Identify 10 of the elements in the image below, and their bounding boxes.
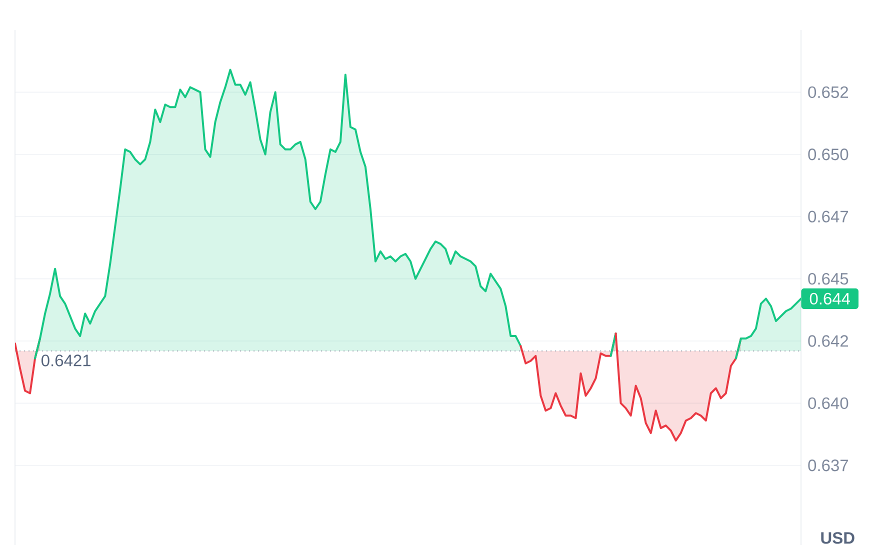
y-axis-title: USD <box>821 532 854 544</box>
y-tick-label: 0.645 <box>808 272 848 285</box>
y-tick-label: 0.650 <box>808 148 848 160</box>
y-tick-label: 0.637 <box>808 460 848 472</box>
y-tick-label: 0.647 <box>808 210 848 222</box>
ref-line-label: 0.6421 <box>42 354 91 366</box>
y-tick-label: 0.640 <box>808 397 848 410</box>
y-tick-label: 0.642 <box>808 335 848 347</box>
text: 0.644 <box>810 292 850 305</box>
y-tick-label: 0.652 <box>808 86 848 98</box>
